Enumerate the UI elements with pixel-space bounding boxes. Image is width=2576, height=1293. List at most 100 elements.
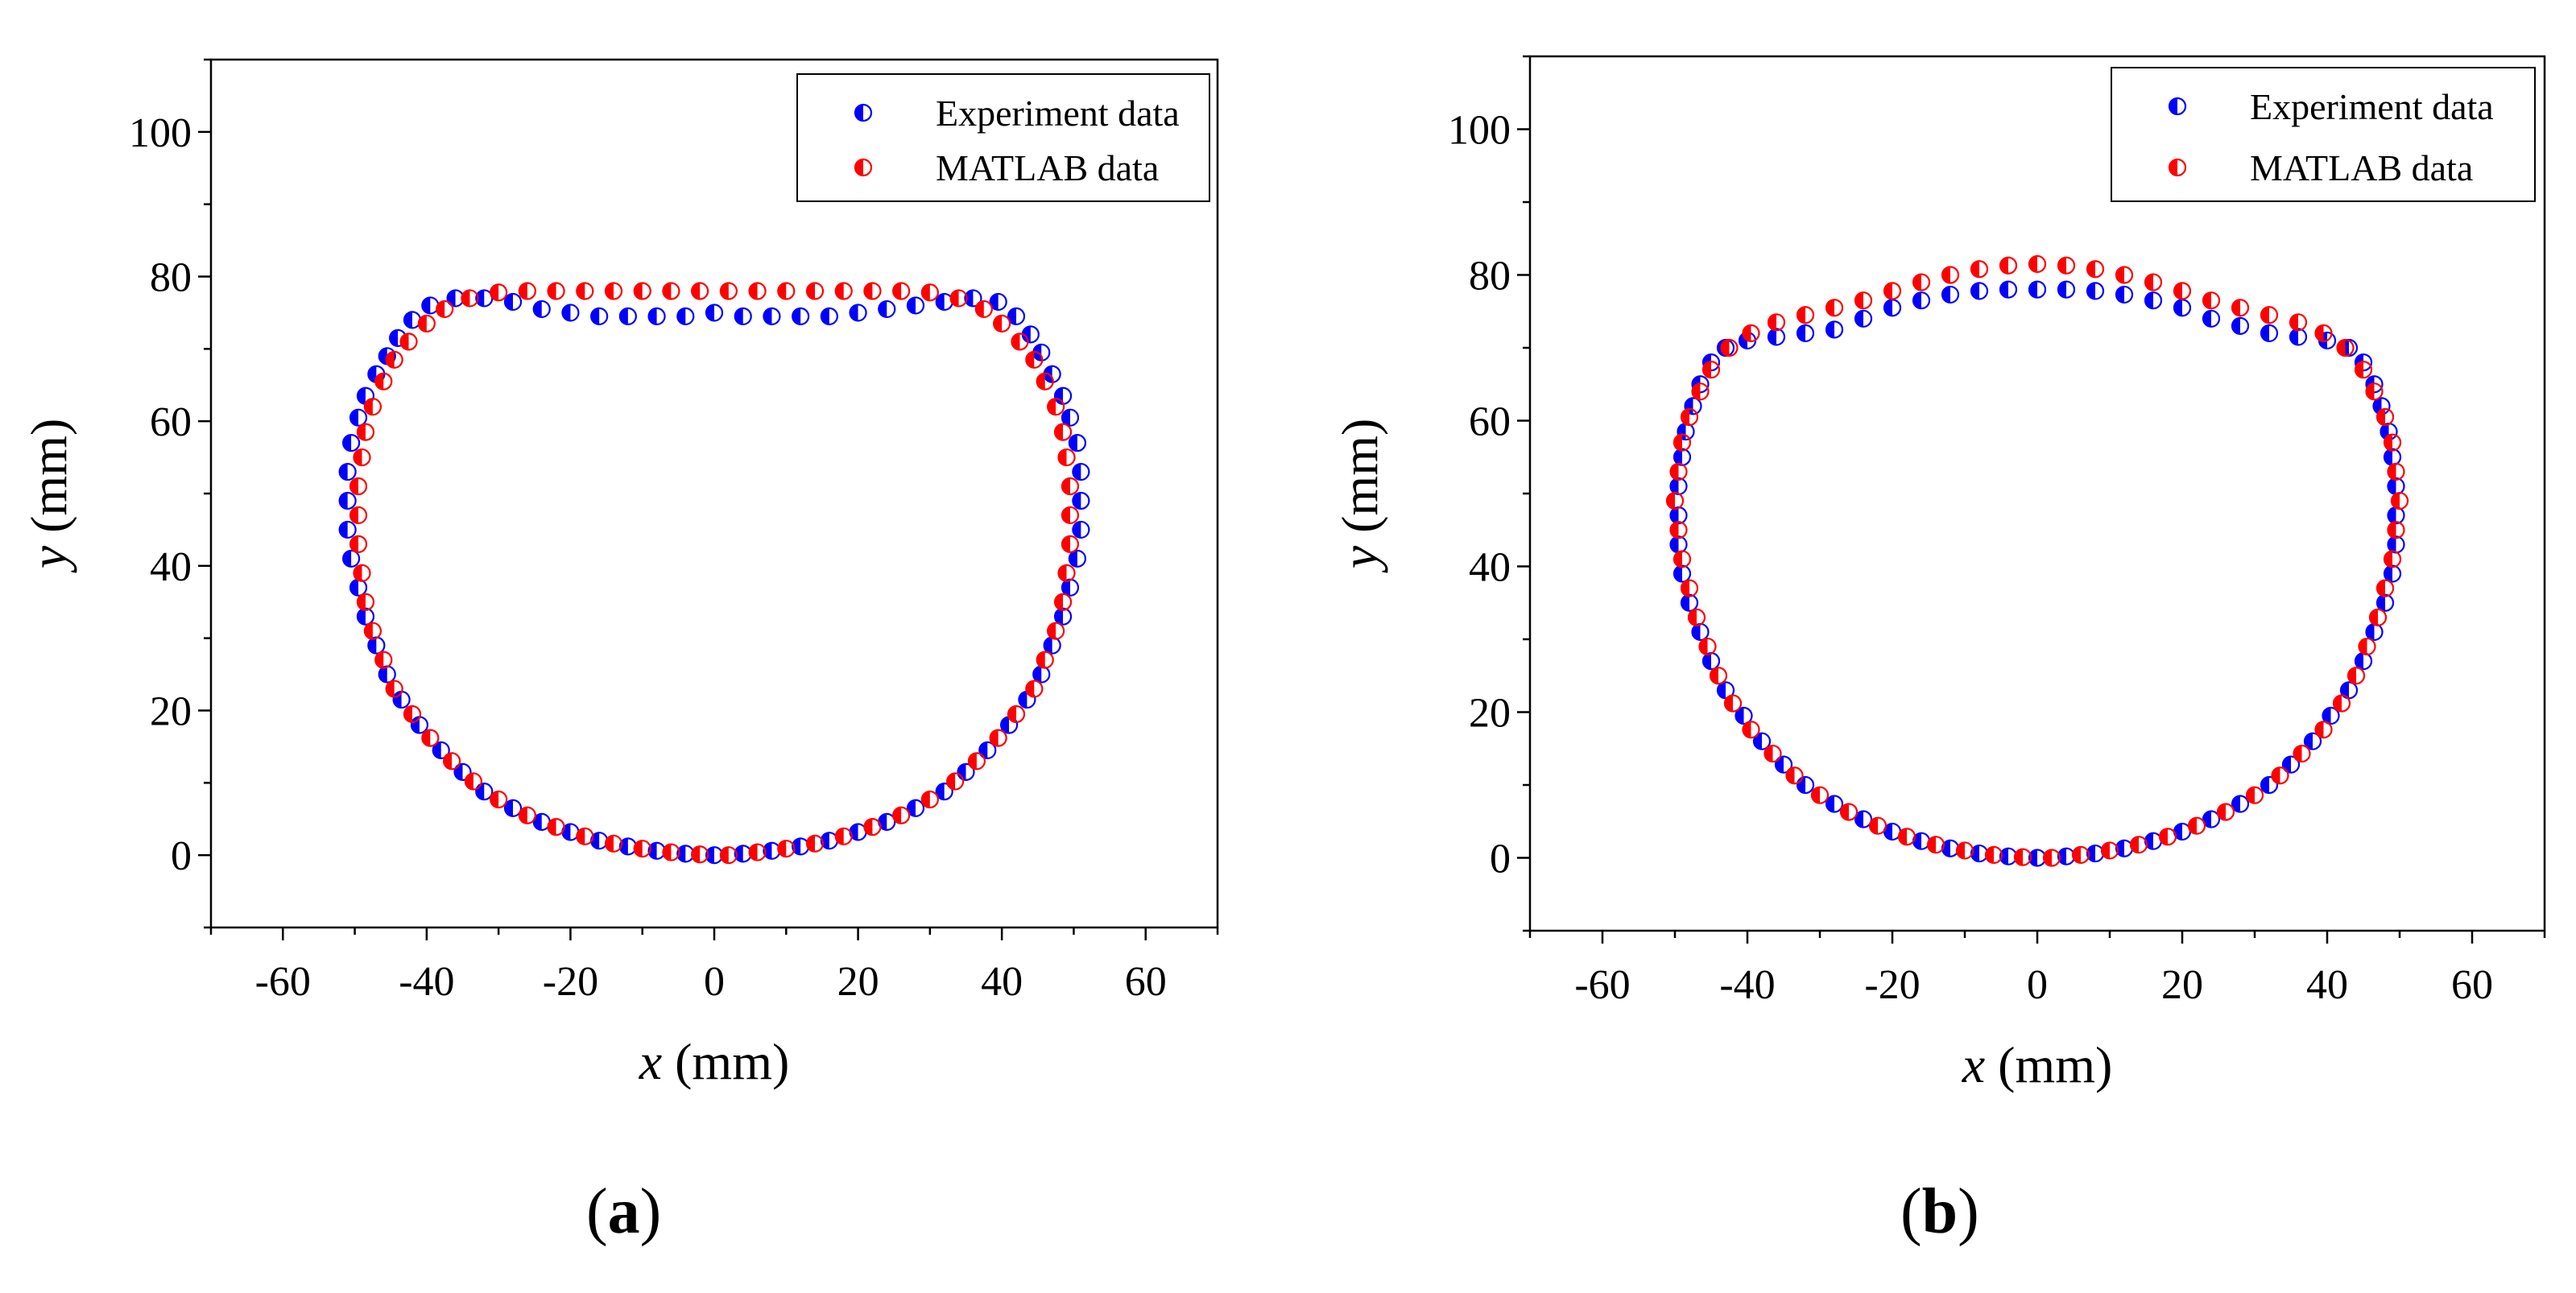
data-point bbox=[403, 311, 422, 329]
data-point bbox=[719, 846, 738, 865]
data-point bbox=[1735, 706, 1753, 725]
data-point bbox=[1072, 520, 1090, 539]
data-point bbox=[1970, 282, 1989, 300]
data-point bbox=[974, 299, 993, 319]
data-point bbox=[805, 282, 825, 300]
data-point bbox=[2144, 832, 2163, 850]
y-tick-label: 0 bbox=[1490, 837, 1511, 882]
data-point bbox=[1854, 309, 1873, 328]
legend: Experiment data MATLAB data bbox=[2111, 67, 2536, 202]
data-point bbox=[1072, 462, 1090, 481]
data-point bbox=[503, 292, 523, 312]
data-point bbox=[2158, 828, 2177, 846]
data-point bbox=[367, 636, 386, 655]
data-point bbox=[1673, 433, 1692, 452]
data-point bbox=[676, 307, 695, 326]
data-point bbox=[705, 304, 724, 322]
data-point bbox=[1068, 434, 1086, 452]
data-point bbox=[1680, 579, 1699, 597]
data-point bbox=[2375, 579, 2395, 597]
data-point bbox=[748, 282, 767, 300]
data-point bbox=[1673, 550, 1692, 568]
data-point bbox=[464, 772, 482, 791]
data-point bbox=[849, 304, 867, 322]
data-point bbox=[2387, 477, 2405, 496]
data-point bbox=[2144, 273, 2163, 291]
data-point bbox=[2347, 667, 2366, 685]
x-tick-label: -40 bbox=[1719, 962, 1775, 1008]
data-point bbox=[792, 307, 810, 326]
data-point bbox=[2358, 637, 2376, 656]
data-point bbox=[2260, 775, 2279, 795]
chart-panel-b: -60 -40 -20 0 20 40 60 0 20 40 60 80 100 x (mm) y (mm)… bbox=[1331, 55, 2546, 1093]
data-point bbox=[338, 462, 357, 481]
data-point bbox=[967, 752, 986, 770]
data-point bbox=[2387, 521, 2405, 539]
data-point bbox=[2071, 845, 2090, 864]
data-point bbox=[662, 843, 680, 861]
data-point bbox=[385, 680, 403, 698]
x-tick-label: 60 bbox=[1125, 959, 1167, 1005]
data-point bbox=[1912, 832, 1931, 850]
data-point bbox=[532, 299, 551, 319]
panel-label-a: (a) bbox=[586, 1176, 662, 1247]
data-point bbox=[1669, 521, 1688, 539]
data-point bbox=[2245, 786, 2264, 804]
data-point bbox=[1764, 744, 1782, 763]
data-point bbox=[1698, 637, 1717, 656]
data-point bbox=[1068, 549, 1086, 568]
data-point bbox=[691, 282, 709, 300]
x-axis: -60 -40 -20 0 20 40 60 bbox=[1528, 931, 2546, 1008]
data-point bbox=[1984, 845, 2003, 864]
data-point bbox=[2293, 744, 2311, 763]
data-point bbox=[1999, 256, 2018, 275]
data-point bbox=[342, 434, 361, 452]
data-point bbox=[436, 299, 454, 319]
data-point bbox=[2115, 266, 2134, 284]
data-point bbox=[2354, 361, 2373, 379]
data-point bbox=[863, 282, 882, 300]
data-point bbox=[2271, 766, 2289, 785]
data-point bbox=[2115, 839, 2134, 857]
data-point bbox=[1669, 477, 1688, 496]
legend-marker bbox=[2168, 97, 2187, 116]
data-point bbox=[1970, 844, 1989, 863]
y-tick-label: 80 bbox=[1469, 254, 1511, 299]
data-point bbox=[1053, 423, 1073, 441]
data-point bbox=[1032, 665, 1051, 684]
y-tick-label: 100 bbox=[1448, 108, 1511, 154]
data-point bbox=[1061, 506, 1080, 525]
data-point bbox=[1061, 408, 1080, 427]
data-point bbox=[863, 818, 882, 837]
data-point bbox=[342, 549, 361, 568]
data-point bbox=[385, 350, 403, 369]
data-point bbox=[338, 491, 357, 510]
panel-label-b: (b) bbox=[1900, 1176, 1979, 1247]
data-point bbox=[1691, 382, 1710, 401]
chart-panel-a: -60 -40 -20 0 20 40 60 0 20 40 60 80 100 x (mm) y (mm)… bbox=[20, 58, 1219, 1090]
data-point bbox=[2013, 848, 2032, 866]
data-point bbox=[2260, 306, 2279, 324]
data-point bbox=[378, 665, 396, 684]
x-tick-label: 40 bbox=[2306, 962, 2348, 1008]
data-point bbox=[2375, 407, 2395, 427]
data-point bbox=[475, 783, 494, 801]
data-point bbox=[1742, 721, 1760, 739]
data-point bbox=[1691, 622, 1710, 642]
data-point bbox=[1047, 622, 1065, 640]
data-point bbox=[374, 651, 393, 669]
data-point bbox=[1007, 704, 1026, 724]
data-point bbox=[349, 535, 368, 553]
data-point bbox=[935, 292, 953, 312]
data-point bbox=[949, 289, 968, 308]
data-point bbox=[421, 729, 440, 747]
data-point bbox=[1025, 680, 1044, 698]
series-experiment bbox=[338, 289, 1090, 865]
data-point bbox=[1036, 651, 1054, 669]
data-point bbox=[1999, 280, 2018, 299]
data-point bbox=[490, 283, 508, 302]
data-point bbox=[2383, 433, 2402, 452]
data-point bbox=[1810, 786, 1830, 804]
data-point bbox=[1796, 306, 1815, 324]
data-point bbox=[1796, 324, 1815, 342]
